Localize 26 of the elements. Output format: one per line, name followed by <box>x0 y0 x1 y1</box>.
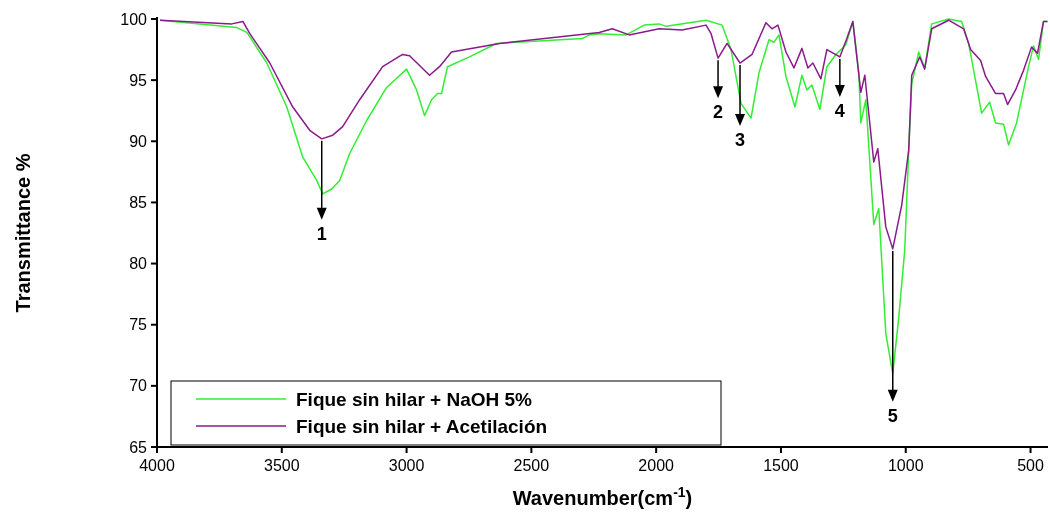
legend-label: Fique sin hilar + NaOH 5% <box>296 388 533 410</box>
y-axis-title: Transmittance % <box>12 153 34 313</box>
line-series <box>159 19 1049 250</box>
y-tick-label: 90 <box>129 132 148 150</box>
x-tick-label: 2000 <box>638 457 675 474</box>
y-tick-label: 100 <box>120 10 148 28</box>
annotation: 5 <box>887 405 898 426</box>
annotation: 2 <box>713 102 724 123</box>
annotation: 4 <box>834 100 845 121</box>
x-axis-title: Wavenumber(cm$^{-1}$) <box>512 484 693 509</box>
x-tick-label: 2500 <box>513 457 550 474</box>
y-tick-label: 70 <box>129 377 148 395</box>
x-tick-label: 500 <box>1017 457 1044 474</box>
y-tick-label: 65 <box>129 438 148 456</box>
annotation: 1 <box>316 223 327 244</box>
y-tick-label: 80 <box>129 255 148 273</box>
y-tick-label: 75 <box>129 316 148 334</box>
y-tick-label: 95 <box>129 71 148 89</box>
x-tick-label: 3500 <box>263 457 300 474</box>
y-tick-label: 85 <box>129 194 148 212</box>
x-tick-label: 1500 <box>763 457 799 474</box>
x-tick-label: 3000 <box>388 457 425 474</box>
x-tick-label: 4000 <box>139 457 175 474</box>
annotation: 3 <box>735 130 746 150</box>
legend-label: Fique sin hilar + Acetilación <box>296 415 548 437</box>
x-tick-label: 1000 <box>887 457 924 474</box>
